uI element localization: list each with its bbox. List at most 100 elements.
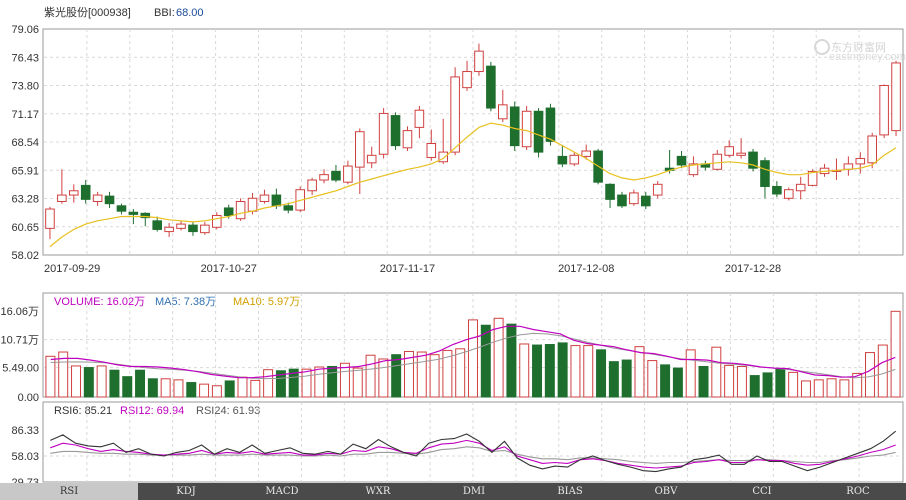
volume-bar bbox=[762, 372, 773, 398]
volume-bar bbox=[519, 343, 530, 398]
volume-bar bbox=[557, 342, 568, 398]
candle-body bbox=[688, 163, 699, 176]
tab-wxr[interactable]: WXR bbox=[365, 486, 391, 497]
watermark-text: 东方财富网 bbox=[831, 40, 886, 54]
candle bbox=[557, 145, 568, 168]
tab-cci[interactable]: CCI bbox=[752, 486, 772, 497]
candle bbox=[200, 221, 210, 235]
price-y-tick: 73.80 bbox=[11, 81, 39, 93]
candle-body bbox=[450, 76, 460, 153]
candle bbox=[652, 181, 663, 199]
candle-body bbox=[307, 179, 317, 192]
volume-y-tick: 10.71万 bbox=[0, 335, 39, 347]
candle bbox=[474, 43, 484, 76]
tab-roc[interactable]: ROC bbox=[846, 486, 870, 497]
candle-body bbox=[760, 160, 770, 187]
volume-bar bbox=[468, 319, 478, 398]
candle-body bbox=[319, 174, 329, 181]
price-x-axis: 2017-09-29 2017-10-27 2017-11-17 2017-12-08… bbox=[44, 263, 781, 275]
candle bbox=[760, 157, 770, 199]
candle bbox=[605, 183, 615, 208]
candle bbox=[378, 108, 389, 159]
candle-body bbox=[200, 224, 210, 234]
candle-body bbox=[867, 135, 877, 164]
volume-bar bbox=[698, 365, 709, 398]
candle bbox=[581, 144, 591, 160]
volume-y-tick: 5.49.00 bbox=[2, 363, 39, 375]
candle bbox=[390, 112, 401, 150]
price-x-tick: 2017-10-27 bbox=[201, 263, 257, 275]
volume-bar bbox=[147, 378, 158, 398]
candle bbox=[486, 61, 496, 112]
candle bbox=[176, 220, 186, 231]
candle-body bbox=[569, 154, 580, 165]
tab-dmi[interactable]: DMI bbox=[462, 486, 486, 497]
volume-bar bbox=[634, 346, 645, 398]
candle bbox=[140, 212, 151, 227]
candle-body bbox=[581, 150, 591, 157]
tab-macd[interactable]: MACD bbox=[265, 486, 299, 497]
candle-body bbox=[259, 194, 270, 203]
candle-body bbox=[498, 104, 508, 120]
candle-body bbox=[784, 189, 794, 199]
volume-bar bbox=[391, 354, 402, 398]
tab-obv[interactable]: OBV bbox=[654, 486, 678, 497]
candle bbox=[426, 129, 437, 161]
rsi-legend-rsi24: RSI24: 61.93 bbox=[196, 405, 260, 417]
tab-bias[interactable]: BIAS bbox=[557, 486, 583, 497]
volume-bar bbox=[660, 364, 671, 398]
rsi-panel: RSI6: 85.21 RSI12: 69.94 RSI24: 61.93 86… bbox=[11, 401, 904, 489]
candle-body bbox=[676, 155, 687, 166]
volume-bar bbox=[813, 379, 824, 398]
candle bbox=[235, 198, 246, 221]
stock-name: 紫光股份[000938] bbox=[44, 5, 131, 19]
candle-body bbox=[223, 207, 234, 216]
candle-body bbox=[343, 165, 353, 183]
tab-rsi[interactable]: RSI bbox=[0, 483, 138, 500]
volume-bar bbox=[109, 369, 120, 398]
price-x-tick: 2017-11-17 bbox=[380, 263, 435, 275]
volume-y-axis: 16.06万 10.71万 5.49.00 0.00 bbox=[0, 306, 39, 404]
volume-y-tick: 0.00 bbox=[18, 392, 39, 404]
volume-bar bbox=[455, 348, 466, 398]
volume-bar bbox=[890, 310, 901, 398]
volume-panel: VOLUME: 16.02万 MA5: 7.38万 MA10: 5.97万 16… bbox=[0, 292, 904, 404]
price-grid bbox=[44, 29, 903, 255]
volume-bar bbox=[122, 376, 133, 398]
candle bbox=[164, 222, 174, 237]
candle-body bbox=[176, 223, 186, 229]
price-y-tick: 68.54 bbox=[11, 137, 39, 149]
volume-bar bbox=[160, 378, 171, 398]
volume-bar bbox=[544, 344, 555, 398]
candle bbox=[104, 191, 115, 208]
candle-body bbox=[557, 155, 568, 165]
bbi-line bbox=[49, 122, 897, 248]
ma5-line bbox=[50, 325, 896, 379]
candle-body bbox=[116, 205, 127, 212]
candle-body bbox=[879, 85, 889, 136]
candle bbox=[736, 138, 746, 159]
candle bbox=[700, 160, 711, 171]
candle bbox=[688, 156, 699, 177]
volume-bar bbox=[608, 361, 619, 398]
price-x-tick: 2017-12-28 bbox=[725, 263, 781, 275]
volume-legend-ma5: MA5: 7.38万 bbox=[155, 296, 216, 308]
candle-body bbox=[724, 146, 734, 156]
candle-body bbox=[80, 184, 91, 200]
volume-bar bbox=[877, 344, 888, 398]
candle bbox=[259, 189, 270, 204]
candle-body bbox=[247, 197, 258, 212]
candle-body bbox=[140, 212, 151, 219]
volume-bar bbox=[442, 349, 453, 398]
candle-body bbox=[736, 152, 746, 156]
tab-kdj[interactable]: KDJ bbox=[176, 486, 196, 497]
volume-bar bbox=[506, 323, 517, 398]
volume-bar bbox=[224, 380, 235, 398]
volume-bar bbox=[173, 379, 184, 398]
volume-bar bbox=[826, 378, 837, 398]
rsi-y-tick: 58.03 bbox=[11, 451, 39, 463]
candle-body bbox=[509, 106, 520, 147]
volume-bar bbox=[327, 365, 338, 398]
